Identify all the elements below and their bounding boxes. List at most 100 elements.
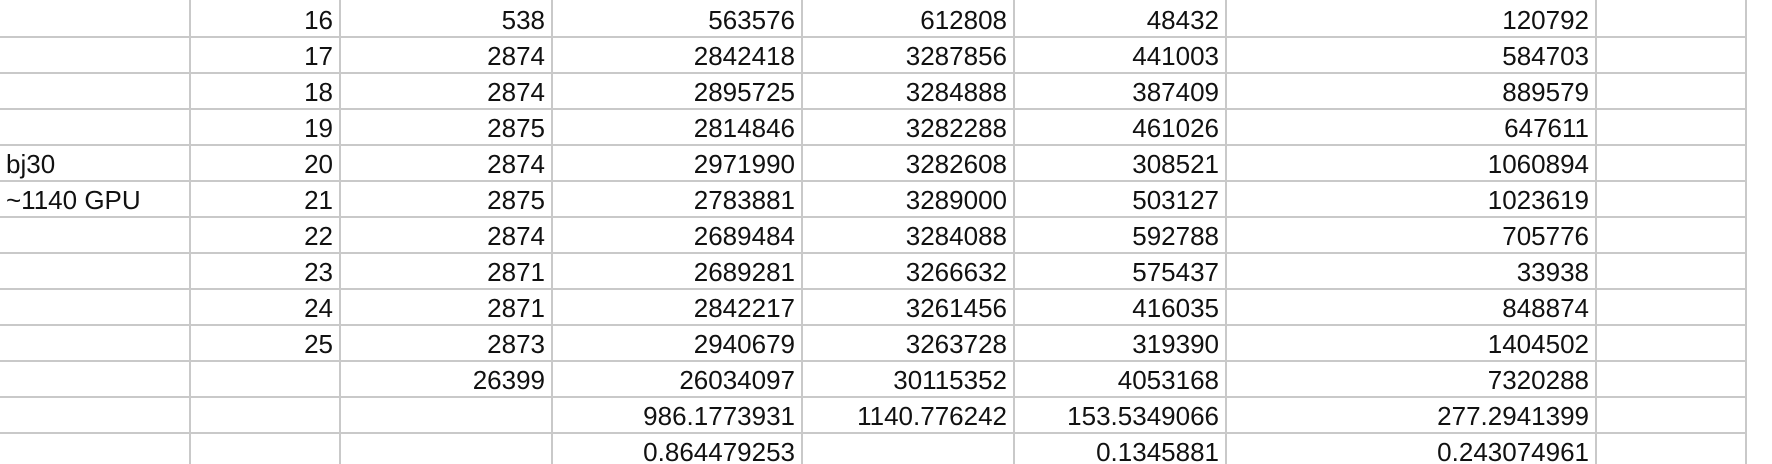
cell-empty[interactable] [1596, 361, 1747, 398]
cell-label[interactable] [0, 397, 191, 434]
cell-idx[interactable]: 24 [190, 289, 341, 326]
cell-label[interactable] [0, 37, 191, 74]
cell-c3[interactable]: 3263728 [802, 325, 1015, 362]
cell-idx[interactable]: 18 [190, 73, 341, 110]
cell-c4[interactable]: 0.1345881 [1014, 433, 1227, 464]
cell-c2[interactable]: 2971990 [552, 145, 803, 182]
cell-c2[interactable]: 26034097 [552, 361, 803, 398]
cell-c5[interactable]: 848874 [1226, 289, 1597, 326]
cell-c1[interactable]: 26399 [340, 361, 553, 398]
cell-c2[interactable]: 986.1773931 [552, 397, 803, 434]
cell-c3[interactable]: 3261456 [802, 289, 1015, 326]
cell-idx[interactable]: 17 [190, 37, 341, 74]
cell-c5[interactable]: 584703 [1226, 37, 1597, 74]
cell-c2[interactable]: 2689281 [552, 253, 803, 290]
cell-empty[interactable] [1596, 181, 1747, 218]
cell-c3[interactable]: 30115352 [802, 361, 1015, 398]
cell-c4[interactable]: 575437 [1014, 253, 1227, 290]
cell-idx[interactable]: 16 [190, 0, 341, 38]
cell-idx[interactable]: 23 [190, 253, 341, 290]
cell-idx[interactable] [190, 397, 341, 434]
cell-label[interactable] [0, 0, 191, 38]
cell-c4[interactable]: 441003 [1014, 37, 1227, 74]
cell-c5[interactable]: 705776 [1226, 217, 1597, 254]
cell-c4[interactable]: 308521 [1014, 145, 1227, 182]
cell-label[interactable] [0, 361, 191, 398]
cell-empty[interactable] [1596, 325, 1747, 362]
cell-empty[interactable] [1596, 73, 1747, 110]
cell-c2[interactable]: 2895725 [552, 73, 803, 110]
cell-label[interactable]: bj30 [0, 145, 191, 182]
cell-c1[interactable]: 2871 [340, 289, 553, 326]
cell-c2[interactable]: 2814846 [552, 109, 803, 146]
cell-c5[interactable]: 120792 [1226, 0, 1597, 38]
cell-c3[interactable]: 3284888 [802, 73, 1015, 110]
cell-c1[interactable]: 2874 [340, 145, 553, 182]
cell-label[interactable] [0, 253, 191, 290]
cell-c2[interactable]: 2783881 [552, 181, 803, 218]
cell-c5[interactable]: 0.243074961 [1226, 433, 1597, 464]
cell-c5[interactable]: 889579 [1226, 73, 1597, 110]
cell-idx[interactable] [190, 361, 341, 398]
cell-empty[interactable] [1596, 145, 1747, 182]
cell-c4[interactable]: 387409 [1014, 73, 1227, 110]
cell-label[interactable] [0, 433, 191, 464]
cell-c2[interactable]: 563576 [552, 0, 803, 38]
cell-idx[interactable]: 20 [190, 145, 341, 182]
cell-c1[interactable]: 2873 [340, 325, 553, 362]
cell-empty[interactable] [1596, 217, 1747, 254]
cell-label[interactable] [0, 289, 191, 326]
cell-idx[interactable]: 22 [190, 217, 341, 254]
cell-label[interactable]: ~1140 GPU [0, 181, 191, 218]
cell-c3[interactable]: 3266632 [802, 253, 1015, 290]
cell-c3[interactable]: 3289000 [802, 181, 1015, 218]
cell-label[interactable] [0, 73, 191, 110]
cell-c4[interactable]: 4053168 [1014, 361, 1227, 398]
cell-empty[interactable] [1596, 253, 1747, 290]
cell-c4[interactable]: 153.5349066 [1014, 397, 1227, 434]
cell-c2[interactable]: 2689484 [552, 217, 803, 254]
cell-c2[interactable]: 2842217 [552, 289, 803, 326]
cell-c1[interactable]: 2871 [340, 253, 553, 290]
cell-c4[interactable]: 48432 [1014, 0, 1227, 38]
cell-c4[interactable]: 461026 [1014, 109, 1227, 146]
cell-idx[interactable]: 21 [190, 181, 341, 218]
cell-empty[interactable] [1596, 37, 1747, 74]
cell-c3[interactable]: 3282288 [802, 109, 1015, 146]
cell-c2[interactable]: 0.864479253 [552, 433, 803, 464]
cell-c5[interactable]: 277.2941399 [1226, 397, 1597, 434]
cell-c1[interactable]: 2874 [340, 37, 553, 74]
cell-c1[interactable]: 2874 [340, 217, 553, 254]
cell-c3[interactable] [802, 433, 1015, 464]
cell-c5[interactable]: 647611 [1226, 109, 1597, 146]
cell-c1[interactable]: 538 [340, 0, 553, 38]
cell-label[interactable] [0, 217, 191, 254]
cell-empty[interactable] [1596, 433, 1747, 464]
cell-label[interactable] [0, 109, 191, 146]
cell-c1[interactable]: 2875 [340, 109, 553, 146]
cell-idx[interactable]: 19 [190, 109, 341, 146]
cell-c5[interactable]: 33938 [1226, 253, 1597, 290]
cell-empty[interactable] [1596, 0, 1747, 38]
cell-c3[interactable]: 612808 [802, 0, 1015, 38]
cell-c3[interactable]: 3284088 [802, 217, 1015, 254]
cell-c1[interactable] [340, 433, 553, 464]
cell-c3[interactable]: 3282608 [802, 145, 1015, 182]
cell-c4[interactable]: 503127 [1014, 181, 1227, 218]
cell-idx[interactable]: 25 [190, 325, 341, 362]
cell-c5[interactable]: 1060894 [1226, 145, 1597, 182]
cell-idx[interactable] [190, 433, 341, 464]
cell-label[interactable] [0, 325, 191, 362]
cell-c1[interactable] [340, 397, 553, 434]
cell-c4[interactable]: 592788 [1014, 217, 1227, 254]
cell-c5[interactable]: 1023619 [1226, 181, 1597, 218]
cell-empty[interactable] [1596, 109, 1747, 146]
cell-c1[interactable]: 2875 [340, 181, 553, 218]
cell-c3[interactable]: 3287856 [802, 37, 1015, 74]
cell-c4[interactable]: 319390 [1014, 325, 1227, 362]
cell-c4[interactable]: 416035 [1014, 289, 1227, 326]
cell-c1[interactable]: 2874 [340, 73, 553, 110]
cell-empty[interactable] [1596, 397, 1747, 434]
cell-c5[interactable]: 1404502 [1226, 325, 1597, 362]
cell-c2[interactable]: 2940679 [552, 325, 803, 362]
